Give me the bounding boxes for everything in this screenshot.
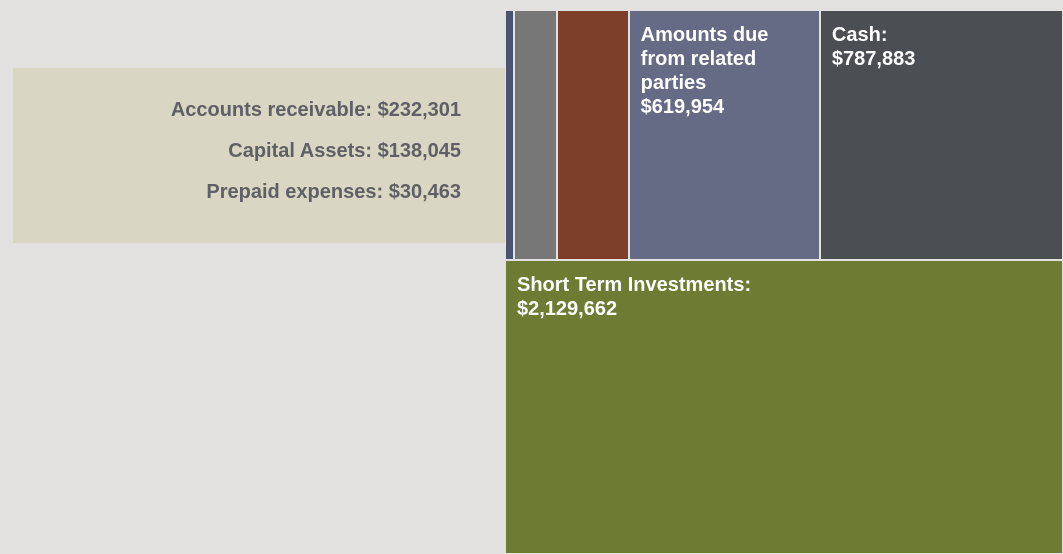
category-label: Cash: (831, 24, 888, 46)
category-label: Capital Assets: (228, 140, 373, 162)
tile: Amounts due from related parties $619,954 (629, 11, 819, 259)
value-label: $30,463 (388, 181, 461, 203)
small-items-box: Accounts receivable: $232,301 Capital Ass… (13, 68, 505, 243)
value-label: $2,129,662 (517, 297, 618, 320)
category-label: Short Term Investments: (517, 273, 752, 296)
category-label: Prepaid expenses: (206, 181, 384, 203)
side-line: Capital Assets: $138,045 (13, 131, 461, 172)
category-label: Accounts receivable: (170, 99, 373, 121)
value-label: $138,045 (377, 140, 461, 162)
tile (515, 11, 556, 259)
tile (506, 11, 514, 259)
value-label: $232,301 (377, 99, 461, 121)
side-line: Accounts receivable: $232,301 (13, 90, 461, 131)
tile: Cash: $787,883 (820, 11, 1062, 259)
category-label: Amounts due from related parties (640, 24, 769, 94)
side-line: Prepaid expenses: $30,463 (13, 172, 461, 213)
value-label: $619,954 (640, 96, 725, 118)
tile-label: Short Term Investments: $2,129,662 (517, 273, 837, 321)
tile-label: Cash: $787,883 (832, 23, 1054, 71)
tile (557, 11, 628, 259)
tile: Short Term Investments: $2,129,662 (506, 260, 1062, 553)
value-label: $787,883 (831, 48, 916, 70)
tile-label: Amounts due from related parties $619,954 (641, 23, 811, 119)
